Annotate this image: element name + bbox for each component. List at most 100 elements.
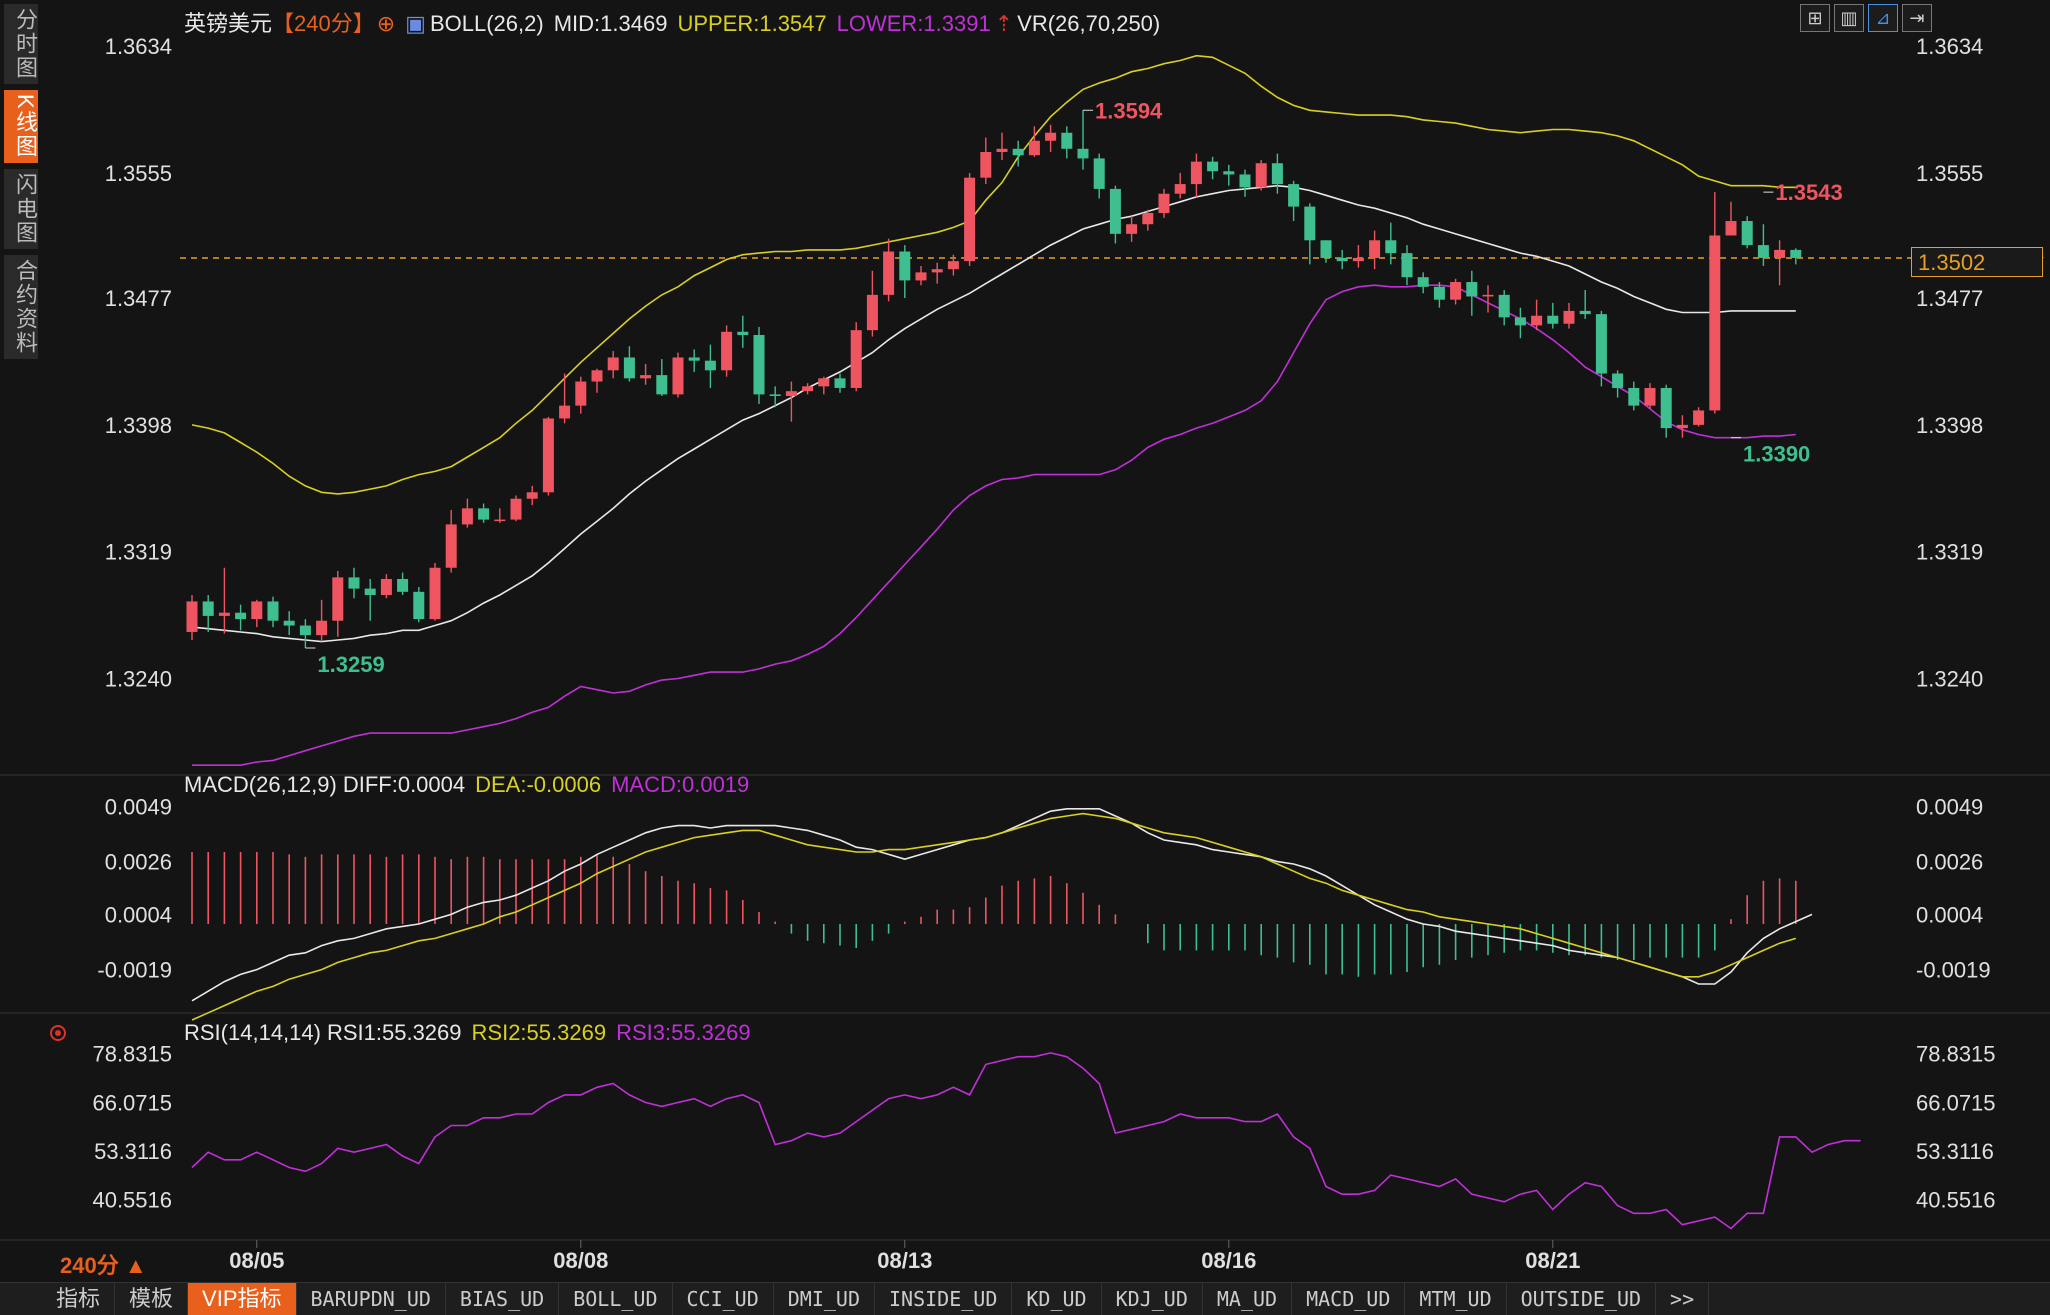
indicator-tab-bar: 指标 模板 VIP指标 BARUPDN_UD BIAS_UD BOLL_UD C… [0,1282,2050,1315]
indicator-icon[interactable]: ▣ [405,11,426,36]
tab-outside[interactable]: OUTSIDE_UD [1507,1283,1657,1315]
low-label: 1.3390 [1743,442,1810,467]
rsi-y-label-left: 53.3116 [94,1139,172,1164]
macd-y-label-left: 0.0004 [105,902,172,927]
x-tick-label: 08/21 [1525,1248,1580,1273]
tab-vip-indicators[interactable]: VIP指标 [188,1283,297,1315]
candle-body [899,251,911,281]
candle-body [1531,315,1543,326]
tab-kd[interactable]: KD_UD [1012,1283,1102,1315]
bar-chart-icon[interactable]: ▥ [1834,4,1864,32]
candle-body [1320,240,1332,258]
chart-toolbar: ⊞ ▥ ⊿ ⇥ [1800,4,1932,32]
boll-lower-line [192,284,1796,767]
price-y-label-left: 1.3555 [105,161,172,186]
crosshair-icon[interactable]: ⊕ [376,11,396,36]
exit-icon[interactable]: ⇥ [1902,4,1932,32]
candlesticks: 1.3594 1.3259 1.3543 1.3390 [186,98,1843,677]
rsi-label: RSI(14,14,14) [184,1020,321,1045]
axis-labels: 1.3634 1.3634 1.3555 1.3555 1.3477 1.3477 1.33… [92,34,1995,1273]
candle-body [1061,132,1073,149]
candle-body [1126,224,1138,234]
tab-kdj[interactable]: KDJ_UD [1102,1283,1203,1315]
candle-body [1676,424,1688,429]
main-legend: 英镑美元【240分】⊕ ▣ BOLL(26,2) MID:1.3469 UPPER:1.… [184,6,1170,38]
candle-body [283,620,295,626]
candle-body [364,588,376,596]
candle-body [1725,221,1737,236]
boll-label: BOLL(26,2) [429,11,544,36]
candle-body [494,519,506,522]
rsi-y-label-left: 78.8315 [92,1042,172,1067]
price-y-label-right: 1.3634 [1916,34,1983,59]
rsi3-value: RSI3:55.3269 [616,1020,751,1045]
period-tag[interactable]: 【240分】 [272,11,375,36]
vr-label: VR(26,70,250) [1017,11,1161,36]
candle-body [769,394,781,396]
price-y-label-right: 1.3240 [1916,667,1983,692]
tab-bias[interactable]: BIAS_UD [446,1283,560,1315]
grid-icon[interactable]: ⊞ [1800,4,1830,32]
tab-macd[interactable]: MACD_UD [1292,1283,1406,1315]
candle-body [1595,314,1607,374]
tab-indicators[interactable]: 指标 [0,1283,116,1315]
tab-ma[interactable]: MA_UD [1203,1283,1293,1315]
tab-inside[interactable]: INSIDE_UD [875,1283,1013,1315]
candle-body [1757,245,1769,258]
macd-label: MACD(26,12,9) [184,772,337,797]
current-price-box: 1.3502 [1911,247,2043,277]
macd-y-label-right: 0.0026 [1916,850,1983,875]
candle-body [1109,188,1121,234]
tab-cci[interactable]: CCI_UD [673,1283,774,1315]
candle-body [186,601,198,632]
tab-templates[interactable]: 模板 [115,1283,189,1315]
macd-y-label-right: 0.0049 [1916,794,1983,819]
candle-body [1142,212,1154,225]
candle-body [704,360,716,371]
candle-body [1741,221,1753,246]
tab-more[interactable]: >> [1656,1283,1710,1315]
candle-body [526,492,538,499]
side-tab-flash[interactable]: 闪电图 [4,168,38,249]
price-y-label-left: 1.3240 [105,667,172,692]
candle-body [1012,148,1024,156]
high-label: 1.3594 [1095,98,1163,123]
candle-body [1450,282,1462,300]
side-tab-kline[interactable]: K线图 [4,90,38,163]
candle-body [1190,161,1202,185]
candle-body [591,370,603,382]
side-tab-contract-info[interactable]: 合约资料 [4,254,38,359]
tab-mtm[interactable]: MTM_UD [1405,1283,1507,1315]
candle-body [1579,310,1591,315]
candle-body [1352,257,1364,262]
settings-dot-icon[interactable] [50,1025,66,1041]
boll-mid-line [191,184,1796,643]
tab-boll[interactable]: BOLL_UD [559,1283,673,1315]
candle-body [1045,132,1057,141]
symbol-name: 英镑美元 [184,11,273,36]
candle-body [850,330,862,388]
rsi2-value: RSI2:55.3269 [471,1020,607,1045]
candle-body [1612,373,1624,388]
candle-body [1239,174,1251,188]
tab-barupdn[interactable]: BARUPDN_UD [297,1283,446,1315]
candle-body [478,508,490,520]
candle-body [802,386,814,392]
candle-body [1336,257,1348,262]
tab-dmi[interactable]: DMI_UD [774,1283,876,1315]
candle-body [980,151,992,178]
high-label: 1.3543 [1775,180,1842,205]
line-chart-icon[interactable]: ⊿ [1868,4,1898,32]
side-tab-timeshare[interactable]: 分时图 [4,4,38,84]
price-y-label-left: 1.3477 [105,286,172,311]
candle-body [1417,277,1429,287]
period-indicator[interactable]: 240分 ▲ [60,1253,147,1278]
x-tick-label: 08/08 [553,1248,608,1273]
candle-body [1158,193,1170,213]
x-tick-label: 08/05 [229,1248,284,1273]
candle-body [1385,240,1397,254]
rsi-y-label-left: 40.5516 [92,1188,172,1213]
candle-body [413,591,425,620]
candle-body [1693,410,1705,425]
